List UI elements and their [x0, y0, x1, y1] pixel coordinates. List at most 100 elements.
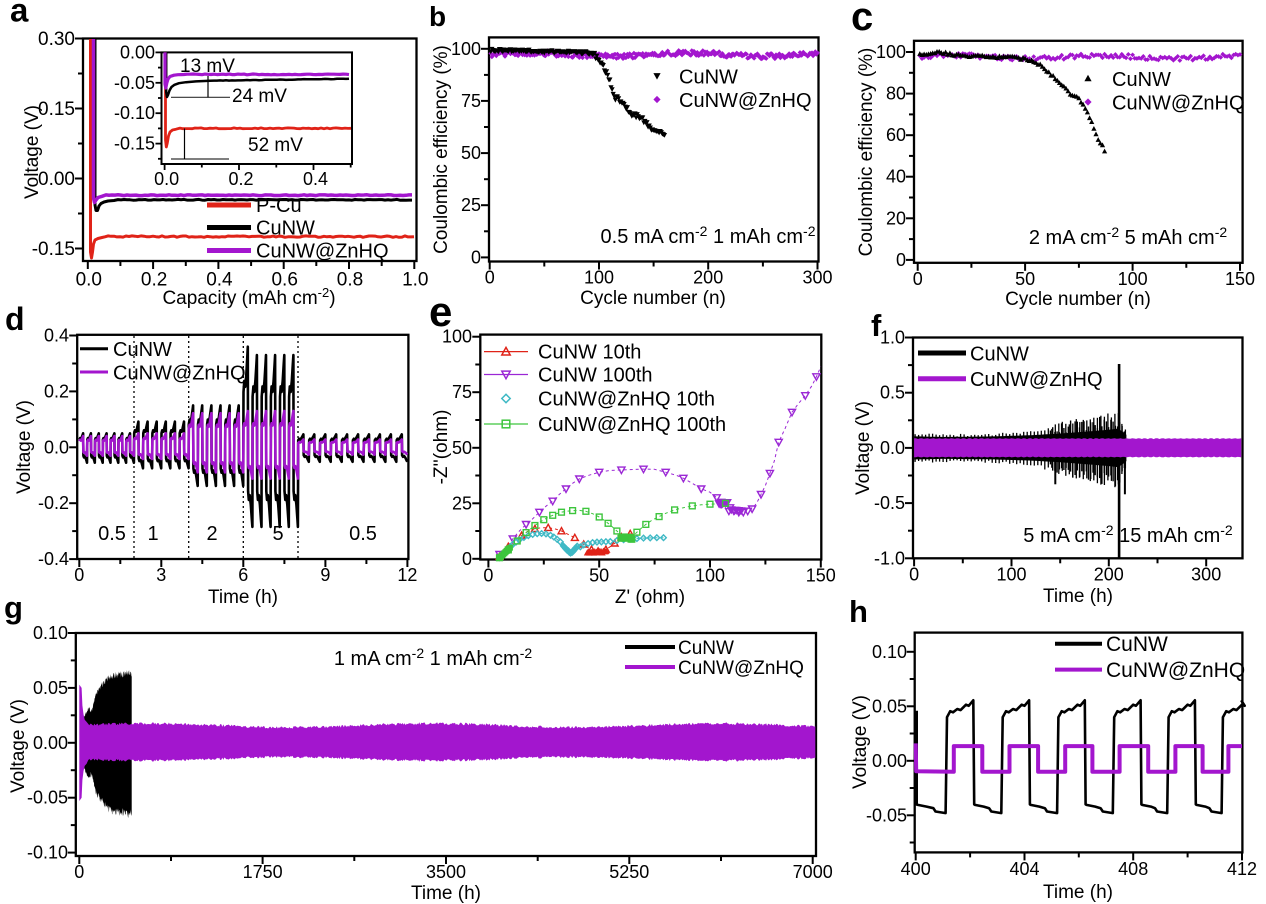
svg-text:P-Cu: P-Cu [256, 195, 302, 217]
svg-text:0.10: 0.10 [872, 642, 907, 662]
svg-text:50: 50 [1015, 269, 1035, 289]
svg-text:1.0: 1.0 [402, 270, 428, 291]
svg-text:0.8: 0.8 [337, 270, 363, 291]
svg-text:50: 50 [589, 566, 609, 586]
svg-text:0.5 mA cm-2​ 1 mAh cm-2​: 0.5 mA cm-2​ 1 mAh cm-2​ [601, 223, 816, 248]
svg-text:0.00: 0.00 [33, 733, 68, 753]
svg-text:f: f [871, 308, 882, 343]
svg-text:1.0: 1.0 [880, 328, 905, 348]
svg-text:0.0: 0.0 [76, 270, 102, 291]
svg-text:Coulombic efficiency (%): Coulombic efficiency (%) [856, 48, 877, 257]
svg-text:0: 0 [485, 268, 495, 288]
svg-text:52 mV: 52 mV [248, 135, 303, 156]
svg-text:5 mA cm-2​ 15 mAh cm-2​: 5 mA cm-2​ 15 mAh cm-2​ [1023, 522, 1233, 547]
svg-text:CuNW@ZnHQ: CuNW@ZnHQ [256, 241, 389, 263]
svg-text:e: e [429, 288, 452, 335]
svg-text:408: 408 [1118, 859, 1148, 879]
svg-text:100: 100 [1118, 269, 1148, 289]
svg-text:0.5: 0.5 [98, 523, 126, 545]
svg-text:0.30: 0.30 [38, 29, 75, 50]
svg-text:3500: 3500 [426, 862, 466, 882]
svg-text:0: 0 [74, 862, 84, 882]
svg-text:CuNW: CuNW [679, 67, 738, 89]
svg-text:80: 80 [886, 84, 906, 104]
svg-text:CuNW@ZnHQ: CuNW@ZnHQ [679, 90, 812, 112]
svg-text:Voltage (V): Voltage (V) [850, 695, 871, 789]
svg-text:150: 150 [1225, 269, 1255, 289]
svg-text:CuNW@ZnHQ 10th: CuNW@ZnHQ 10th [538, 389, 715, 411]
svg-text:Voltage (V): Voltage (V) [14, 400, 35, 494]
svg-text:50: 50 [461, 143, 481, 163]
svg-text:400: 400 [901, 859, 931, 879]
svg-text:-0.05: -0.05 [866, 805, 907, 825]
svg-text:0: 0 [462, 549, 472, 569]
svg-text:0.2: 0.2 [228, 169, 253, 189]
svg-text:CuNW@ZnHQ: CuNW@ZnHQ [113, 363, 246, 385]
svg-text:CuNW: CuNW [256, 218, 315, 240]
svg-text:0.05: 0.05 [872, 696, 907, 716]
svg-text:CuNW: CuNW [970, 344, 1029, 366]
svg-text:100: 100 [876, 42, 906, 62]
svg-text:0: 0 [913, 269, 923, 289]
svg-text:Coulombic efficiency (%): Coulombic efficiency (%) [431, 45, 452, 254]
svg-text:0: 0 [74, 565, 84, 585]
svg-text:g: g [4, 590, 23, 625]
svg-text:Time (h): Time (h) [1043, 586, 1113, 607]
svg-text:300: 300 [802, 268, 832, 288]
svg-text:2 mA cm-2​ 5 mAh cm-2​: 2 mA cm-2​ 5 mAh cm-2​ [1029, 224, 1227, 249]
svg-text:3: 3 [156, 565, 166, 585]
svg-text:12: 12 [397, 565, 417, 585]
svg-text:40: 40 [886, 167, 906, 187]
svg-text:9: 9 [320, 565, 330, 585]
svg-text:13 mV: 13 mV [180, 56, 235, 77]
svg-text:0.4: 0.4 [206, 270, 233, 291]
svg-text:CuNW: CuNW [1112, 69, 1171, 91]
svg-text:0: 0 [909, 565, 919, 585]
svg-text:CuNW@ZnHQ: CuNW@ZnHQ [678, 658, 804, 679]
svg-text:0: 0 [896, 250, 906, 270]
svg-text:-0.15: -0.15 [114, 134, 155, 154]
svg-text:0: 0 [471, 247, 481, 267]
svg-text:-0.4: -0.4 [38, 549, 69, 569]
svg-text:-0.10: -0.10 [27, 843, 68, 863]
svg-text:CuNW: CuNW [1106, 633, 1168, 656]
svg-text:-0.2: -0.2 [38, 493, 69, 513]
svg-text:0.0: 0.0 [880, 438, 905, 458]
svg-text:75: 75 [461, 91, 481, 111]
svg-text:404: 404 [1009, 859, 1039, 879]
svg-text:75: 75 [452, 382, 472, 402]
svg-text:0.2: 0.2 [44, 381, 69, 401]
svg-text:100: 100 [442, 327, 472, 347]
svg-text:100: 100 [695, 566, 725, 586]
svg-text:0.0: 0.0 [154, 169, 179, 189]
svg-text:0.15: 0.15 [38, 99, 75, 120]
svg-text:CuNW@ZnHQ: CuNW@ZnHQ [1112, 93, 1245, 115]
svg-text:0.6: 0.6 [271, 270, 297, 291]
svg-text:0.0: 0.0 [44, 437, 69, 457]
svg-text:200: 200 [693, 268, 723, 288]
svg-text:CuNW 100th: CuNW 100th [538, 365, 653, 387]
svg-text:0: 0 [483, 566, 493, 586]
svg-text:300: 300 [1191, 565, 1221, 585]
svg-text:-0.10: -0.10 [114, 103, 155, 123]
svg-text:CuNW 10th: CuNW 10th [538, 342, 641, 364]
svg-text:-1.0: -1.0 [874, 548, 905, 568]
svg-text:7000: 7000 [793, 862, 833, 882]
svg-text:0.4: 0.4 [44, 326, 69, 346]
svg-text:CuNW: CuNW [678, 638, 734, 659]
svg-text:2: 2 [206, 523, 217, 545]
svg-text:b: b [429, 1, 446, 32]
svg-text:100: 100 [584, 268, 614, 288]
svg-text:h: h [849, 594, 868, 629]
svg-text:-0.15: -0.15 [32, 239, 75, 260]
svg-text:-0.05: -0.05 [27, 788, 68, 808]
svg-text:Voltage (V): Voltage (V) [8, 699, 29, 793]
svg-text:Time (h): Time (h) [411, 883, 481, 904]
svg-text:0.4: 0.4 [303, 169, 328, 189]
svg-text:Z' (ohm): Z' (ohm) [615, 587, 685, 608]
svg-text:0.00: 0.00 [120, 42, 155, 62]
svg-text:6: 6 [238, 565, 248, 585]
svg-text:Cycle number (n): Cycle number (n) [580, 288, 726, 309]
svg-text:CuNW@ZnHQ: CuNW@ZnHQ [970, 369, 1103, 391]
svg-text:CuNW@ZnHQ: CuNW@ZnHQ [1106, 659, 1245, 682]
